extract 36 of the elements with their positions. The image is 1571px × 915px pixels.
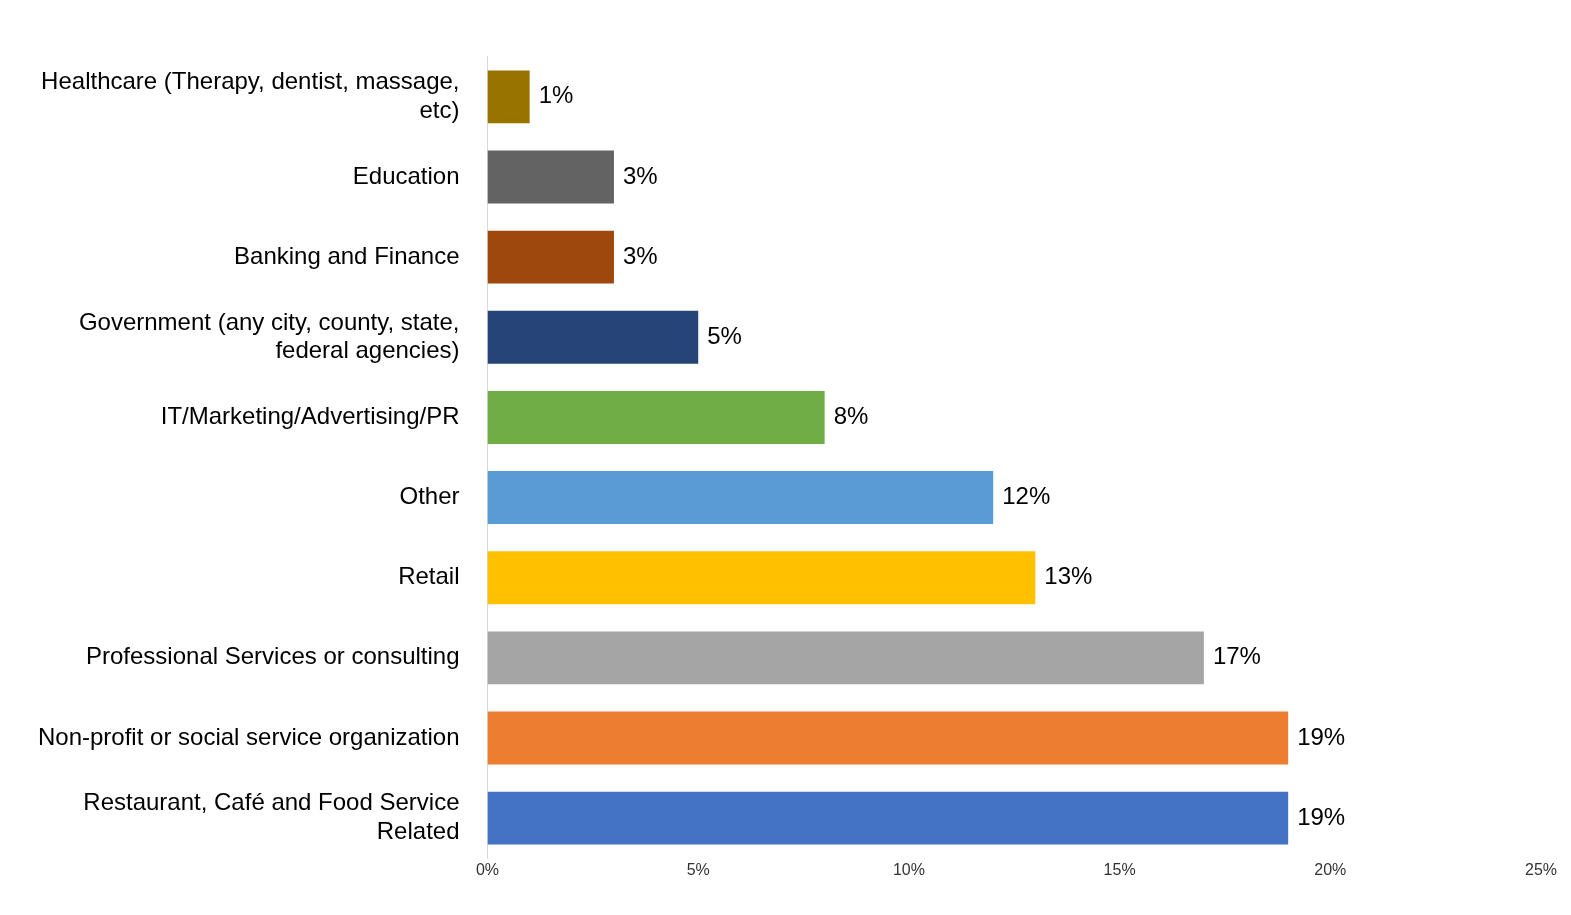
x-tick-label: 20% xyxy=(1314,861,1347,879)
x-tick-label: 10% xyxy=(892,861,925,879)
y-tick-label: Banking and Finance xyxy=(234,241,460,269)
x-tick-label: 15% xyxy=(1103,861,1136,879)
data-label: 19% xyxy=(1297,802,1346,830)
y-tick-label: Restaurant, Café and Food Service Related xyxy=(83,788,460,845)
bar xyxy=(487,310,699,364)
bar xyxy=(487,471,994,525)
data-label: 13% xyxy=(1044,562,1093,590)
x-tick-label: 25% xyxy=(1524,861,1558,879)
y-tick-label: Professional Services or consulting xyxy=(86,642,460,670)
data-label: 8% xyxy=(833,402,869,430)
data-label: 17% xyxy=(1212,642,1261,670)
bar xyxy=(487,230,614,284)
y-tick-label: Education xyxy=(352,161,460,189)
y-tick-label: Non-profit or social service organization xyxy=(37,722,460,750)
y-tick-label: Healthcare (Therapy, dentist, massage, etc) xyxy=(41,67,460,123)
data-label: 3% xyxy=(622,161,658,189)
bar xyxy=(487,390,825,444)
data-label: 3% xyxy=(622,241,658,269)
x-tick-label: 5% xyxy=(686,861,710,879)
y-tick-label: Other xyxy=(399,482,460,510)
bar xyxy=(487,631,1204,685)
y-tick-label: IT/Marketing/Advertising/PR xyxy=(160,402,460,430)
bar xyxy=(487,711,1289,765)
bar xyxy=(487,551,1036,605)
x-tick-label: 0% xyxy=(475,861,500,879)
bar xyxy=(487,70,530,124)
data-label: 12% xyxy=(1002,482,1051,510)
bar xyxy=(487,150,614,204)
data-label: 1% xyxy=(538,81,574,109)
data-label: 5% xyxy=(707,321,742,349)
y-tick-label: Government (any city, county, state, federal agencies) xyxy=(78,307,460,364)
bar xyxy=(487,791,1289,845)
data-label: 19% xyxy=(1297,722,1346,750)
y-tick-label: Retail xyxy=(398,562,460,590)
